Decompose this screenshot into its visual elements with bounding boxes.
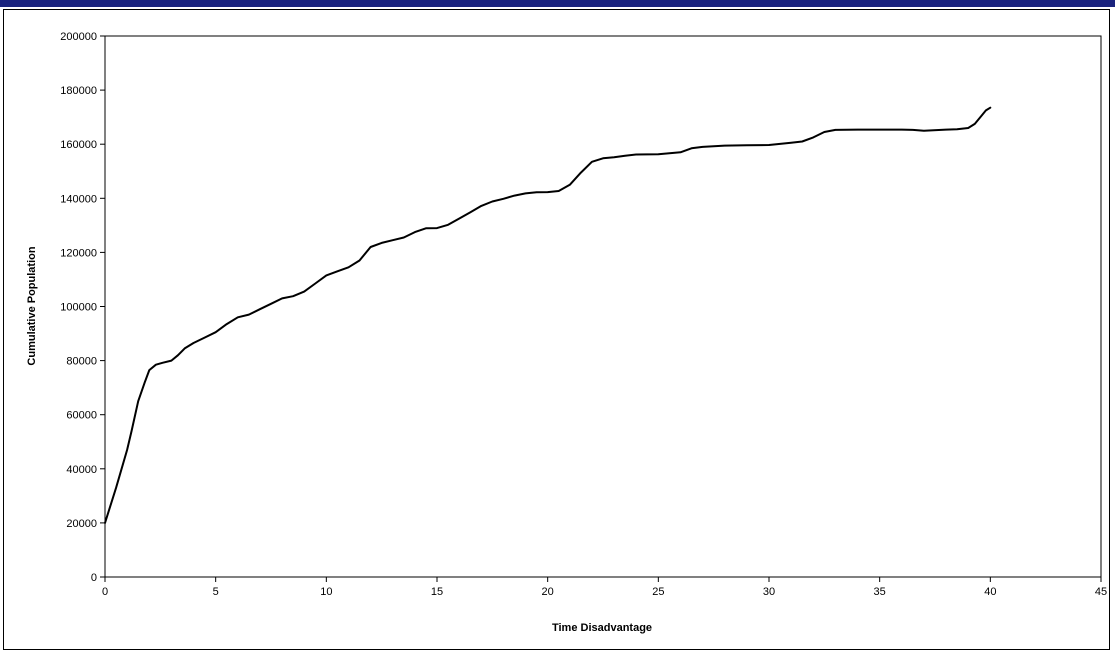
y-tick-label: 180000 [60,85,97,97]
x-tick-label: 15 [431,586,443,598]
x-tick-label: 10 [320,586,332,598]
chart-frame: 0 5 10 15 20 25 30 35 40 45 0 20000 40000 60000 80000… [3,9,1110,650]
x-axis-title: Time Disadvantage [552,622,652,634]
x-tick-label: 0 [102,586,108,598]
x-tick-label: 40 [984,586,996,598]
y-axis: 0 20000 40000 60000 80000 100000 120000 140000 1… [60,31,105,584]
y-tick-label: 80000 [66,356,97,368]
y-tick-label: 160000 [60,139,97,151]
top-color-bar [0,0,1115,7]
x-tick-label: 30 [763,586,775,598]
y-axis-title: Cumulative Population [26,246,38,365]
y-tick-label: 100000 [60,302,97,314]
series-line [104,106,992,524]
y-tick-label: 20000 [66,518,97,530]
plot-area [104,35,1102,578]
y-tick-label: 120000 [60,247,97,259]
y-tick-label: 200000 [60,31,97,43]
x-tick-label: 25 [652,586,664,598]
y-tick-label: 0 [91,572,97,584]
y-tick-label: 40000 [66,464,97,476]
x-tick-label: 20 [542,586,554,598]
x-tick-label: 5 [213,586,219,598]
chart-svg: 0 5 10 15 20 25 30 35 40 45 0 20000 40000 60000 80000… [26,31,1107,634]
x-tick-label: 35 [874,586,886,598]
x-tick-label: 45 [1095,586,1107,598]
y-tick-label: 60000 [66,410,97,422]
x-axis: 0 5 10 15 20 25 30 35 40 45 [102,577,1107,598]
y-tick-label: 140000 [60,193,97,205]
